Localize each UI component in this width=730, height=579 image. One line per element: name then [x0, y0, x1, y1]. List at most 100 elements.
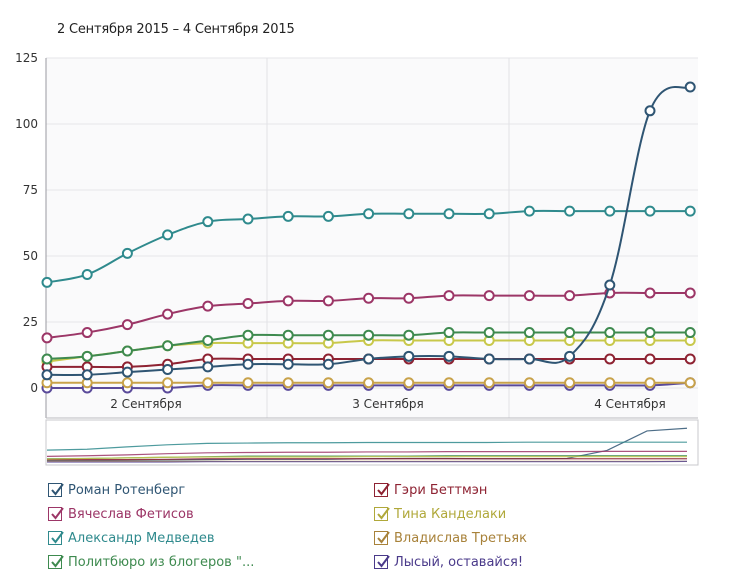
x-tick-label: 4 Сентября: [594, 397, 666, 411]
data-point: [81, 327, 93, 339]
legend-item[interactable]: Александр Медведев: [48, 528, 215, 548]
checkmark-icon: [377, 507, 390, 520]
y-axis: 0 25 50 75 100 125: [15, 51, 38, 395]
legend-item[interactable]: Тина Канделаки: [374, 504, 506, 524]
data-point: [202, 361, 214, 373]
checkmark-icon: [377, 555, 390, 568]
data-point: [121, 247, 133, 259]
legend-checkbox[interactable]: [374, 555, 390, 569]
data-point: [604, 205, 616, 217]
checkmark-icon: [377, 483, 390, 496]
data-point: [523, 327, 535, 339]
data-point: [644, 353, 656, 365]
legend-label: Лысый, оставайся!: [394, 554, 524, 570]
legend-label: Вячеслав Фетисов: [68, 506, 194, 522]
data-point: [282, 377, 294, 389]
legend-item[interactable]: Политбюро из блогеров "...: [48, 552, 254, 572]
data-point: [121, 366, 133, 378]
data-point: [242, 298, 254, 310]
data-point: [363, 353, 375, 365]
data-point: [162, 340, 174, 352]
series-6: [41, 377, 696, 389]
data-point: [403, 377, 415, 389]
data-point: [523, 353, 535, 365]
legend-checkbox[interactable]: [48, 507, 64, 521]
legend-checkbox[interactable]: [374, 483, 390, 497]
data-point: [41, 369, 53, 381]
data-point: [684, 327, 696, 339]
data-point: [443, 350, 455, 362]
data-point: [684, 205, 696, 217]
data-point: [564, 377, 576, 389]
data-point: [644, 105, 656, 117]
data-point: [322, 358, 334, 370]
y-tick-label: 0: [30, 381, 38, 395]
data-point: [282, 210, 294, 222]
legend-item[interactable]: Лысый, оставайся!: [374, 552, 523, 572]
data-point: [403, 208, 415, 220]
data-point: [322, 295, 334, 307]
legend-label: Владислав Третьяк: [394, 530, 527, 546]
data-point: [202, 334, 214, 346]
data-point: [162, 364, 174, 376]
line-chart: 0 25 50 75 100 125 2 Сентября 3 Сентября 4 Сент…: [15, 51, 699, 466]
data-point: [202, 216, 214, 228]
checkmark-icon: [51, 531, 64, 544]
data-point: [282, 295, 294, 307]
checkmark-icon: [377, 531, 390, 544]
data-point: [81, 350, 93, 362]
legend-label: Гэри Беттмэн: [394, 482, 488, 498]
x-axis: 2 Сентября 3 Сентября 4 Сентября: [110, 397, 666, 411]
chart-title: 2 Сентября 2015 – 4 Сентября 2015: [57, 22, 295, 37]
y-tick-label: 50: [23, 249, 38, 263]
legend-checkbox[interactable]: [374, 531, 390, 545]
data-point: [282, 358, 294, 370]
series-lines: [41, 81, 696, 394]
legend-checkbox[interactable]: [48, 555, 64, 569]
data-point: [162, 308, 174, 320]
y-tick-label: 100: [15, 117, 38, 131]
legend-checkbox[interactable]: [374, 507, 390, 521]
data-point: [523, 290, 535, 302]
data-point: [443, 208, 455, 220]
data-point: [443, 290, 455, 302]
legend-item[interactable]: Роман Ротенберг: [48, 480, 185, 500]
data-point: [564, 205, 576, 217]
data-point: [684, 287, 696, 299]
data-point: [322, 377, 334, 389]
legend-checkbox[interactable]: [48, 483, 64, 497]
navigator-series-line: [46, 450, 687, 457]
y-tick-label: 75: [23, 183, 38, 197]
data-point: [564, 290, 576, 302]
series-2: [41, 205, 696, 288]
legend-label: Роман Ротенберг: [68, 482, 186, 498]
plot-area: [46, 58, 698, 418]
data-point: [684, 377, 696, 389]
navigator-series-line: [47, 460, 688, 463]
x-tick-label: 3 Сентября: [352, 397, 424, 411]
data-point: [162, 229, 174, 241]
data-point: [483, 327, 495, 339]
data-point: [282, 329, 294, 341]
legend-checkbox[interactable]: [48, 531, 64, 545]
x-tick-label: 2 Сентября: [110, 397, 182, 411]
data-point: [403, 350, 415, 362]
data-point: [604, 279, 616, 291]
data-point: [242, 358, 254, 370]
legend-label: Политбюро из блогеров "...: [68, 554, 255, 570]
data-point: [564, 350, 576, 362]
y-tick-label: 25: [23, 315, 38, 329]
checkmark-icon: [51, 483, 64, 496]
data-point: [81, 369, 93, 381]
data-point: [604, 377, 616, 389]
data-point: [202, 300, 214, 312]
legend-item[interactable]: Гэри Беттмэн: [374, 480, 487, 500]
legend-item[interactable]: Владислав Третьяк: [374, 528, 527, 548]
data-point: [41, 276, 53, 288]
data-point: [41, 332, 53, 344]
legend-item[interactable]: Вячеслав Фетисов: [48, 504, 194, 524]
series-3: [41, 327, 696, 365]
navigator: [45, 419, 699, 466]
data-point: [322, 210, 334, 222]
legend-label: Тина Канделаки: [394, 506, 507, 522]
